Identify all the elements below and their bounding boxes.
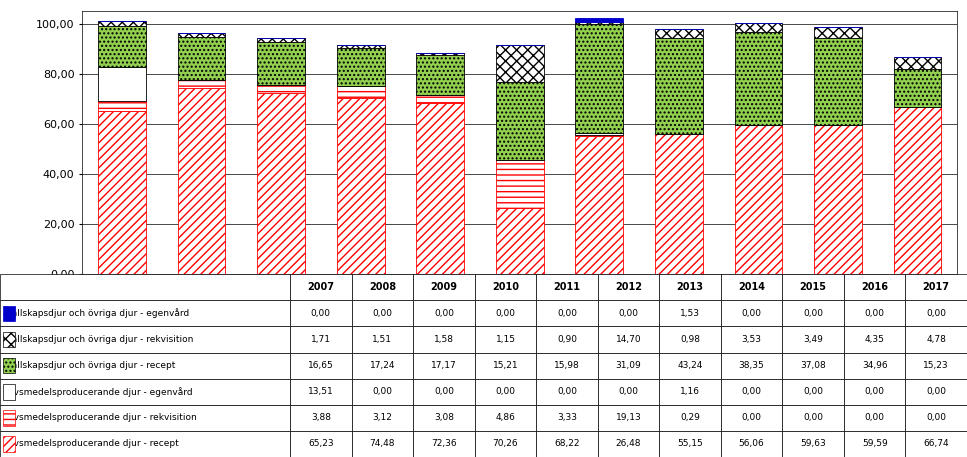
Bar <box>98 111 146 274</box>
Bar <box>257 43 305 85</box>
Bar <box>814 37 862 125</box>
Bar <box>814 125 862 274</box>
Bar <box>417 53 464 55</box>
Bar <box>178 88 225 274</box>
Bar <box>655 134 703 274</box>
Bar <box>178 37 225 80</box>
Bar <box>337 45 385 48</box>
Bar <box>575 22 623 24</box>
Bar <box>178 33 225 37</box>
Bar <box>98 101 146 111</box>
Bar <box>417 55 464 95</box>
Bar <box>417 95 464 103</box>
Bar <box>575 135 623 136</box>
Bar <box>575 133 623 135</box>
Bar <box>98 26 146 68</box>
Bar <box>894 107 942 274</box>
Bar <box>496 45 543 82</box>
Bar <box>575 136 623 274</box>
Bar <box>417 103 464 274</box>
Bar <box>496 208 543 274</box>
Bar <box>575 18 623 22</box>
Bar <box>655 29 703 38</box>
Bar <box>735 32 782 125</box>
Bar <box>735 125 782 274</box>
Bar <box>337 86 385 98</box>
Bar <box>257 38 305 43</box>
Bar <box>894 69 942 107</box>
Bar <box>894 57 942 69</box>
Bar <box>98 21 146 26</box>
Bar <box>735 23 782 32</box>
Bar <box>655 38 703 134</box>
Bar <box>814 27 862 37</box>
Bar <box>257 85 305 93</box>
Bar <box>575 24 623 133</box>
Bar <box>337 98 385 274</box>
Bar <box>98 68 146 101</box>
Bar <box>496 82 543 160</box>
Bar <box>496 160 543 208</box>
Bar <box>178 80 225 88</box>
Bar <box>257 93 305 274</box>
Bar <box>337 48 385 86</box>
